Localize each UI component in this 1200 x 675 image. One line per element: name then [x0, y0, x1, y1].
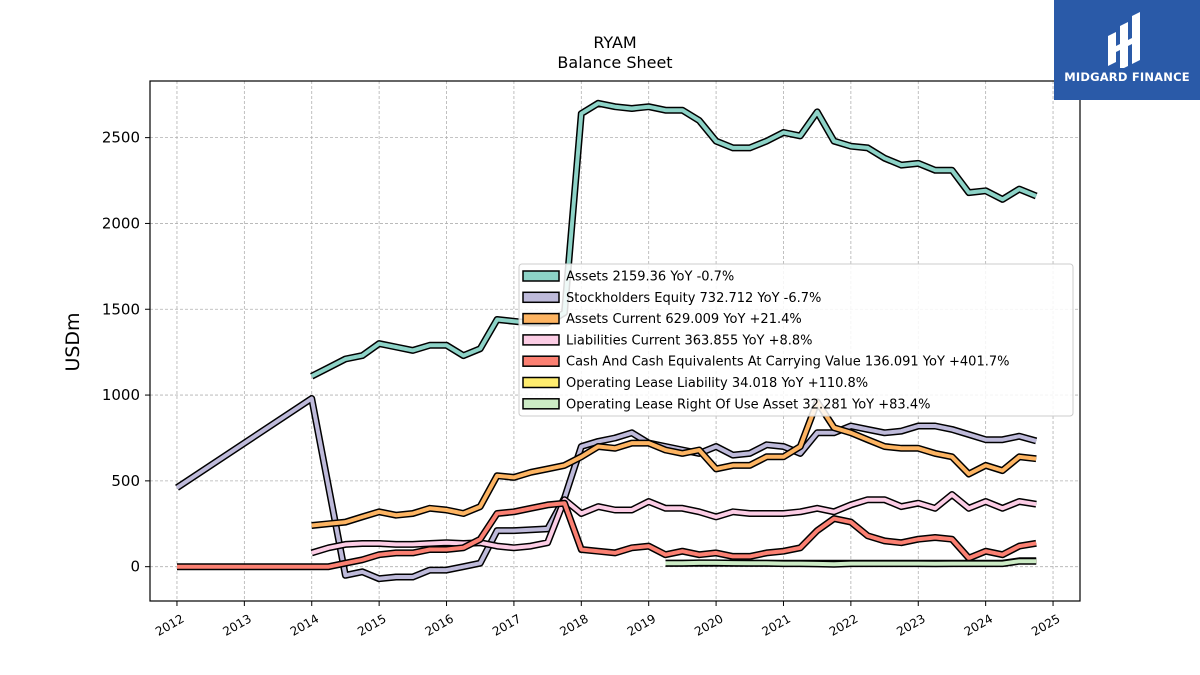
legend-swatch-3	[522, 334, 560, 346]
x-tick-label: 2021	[760, 611, 793, 638]
series-line-0	[310, 101, 1037, 378]
y-tick-label: 1000	[102, 386, 140, 404]
legend-entry-5: Operating Lease Liability 34.018 YoY +11…	[566, 376, 868, 391]
x-tick-label: 2024	[962, 611, 995, 638]
series-line-6	[665, 559, 1037, 567]
series-line-3	[311, 492, 1037, 555]
legend-swatch-0	[522, 270, 560, 282]
legend-box	[518, 263, 1074, 417]
legend-swatch-5	[522, 376, 560, 389]
legend: Assets 2159.36 YoY -0.7% Stockholders Equ…	[518, 263, 1074, 417]
y-tick-label: 2500	[102, 129, 140, 147]
legend-entry-6: Operating Lease Right Of Use Asset 32.28…	[566, 397, 930, 412]
y-tick-label: 1500	[102, 300, 140, 318]
x-tick-label: 2014	[288, 611, 321, 638]
series-line-2	[311, 399, 1037, 528]
chart-title: RYAM	[593, 33, 636, 52]
series-line-4	[177, 501, 1037, 569]
x-tick-label: 2013	[220, 611, 253, 638]
legend-entry-0: Assets 2159.36 YoY -0.7%	[566, 270, 734, 285]
series-layer	[175, 99, 1038, 583]
x-tick-label: 2016	[423, 611, 456, 638]
logo-text: MIDGARD FINANCE	[1064, 70, 1190, 84]
x-tick-label: 2015	[355, 611, 388, 638]
legend-swatch-6	[522, 398, 560, 410]
chart-subtitle: Balance Sheet	[557, 53, 672, 72]
y-tick-label: 2000	[102, 214, 140, 232]
legend-swatch-2	[522, 312, 560, 325]
x-tick-label: 2022	[827, 611, 860, 638]
x-tick-label: 2018	[557, 611, 590, 638]
x-tick-label: 2020	[692, 611, 725, 638]
series-outline-4	[177, 499, 1037, 571]
legend-entry-2: Assets Current 629.009 YoY +21.4%	[566, 312, 802, 327]
legend-entry-3: Liabilities Current 363.855 YoY +8.8%	[566, 333, 813, 348]
midgard-finance-logo: MIDGARD FINANCE	[1054, 0, 1200, 100]
plot-frame	[149, 80, 1081, 602]
y-tick-label: 500	[111, 472, 140, 490]
legend-swatch-4	[522, 355, 560, 367]
x-tick-label: 2023	[894, 611, 927, 638]
x-tick-label: 2019	[625, 611, 658, 638]
y-axis-label: USDm	[62, 312, 84, 371]
x-tick-label: 2012	[153, 611, 186, 638]
legend-entry-1: Stockholders Equity 732.712 YoY -6.7%	[566, 291, 821, 306]
midgard-logo-icon	[1108, 12, 1140, 68]
x-tick-label: 2017	[490, 611, 523, 638]
x-tick-label: 2025	[1029, 611, 1062, 638]
legend-swatch-1	[522, 291, 560, 304]
y-tick-label: 0	[130, 558, 140, 576]
legend-entry-4: Cash And Cash Equivalents At Carrying Va…	[566, 355, 1009, 370]
